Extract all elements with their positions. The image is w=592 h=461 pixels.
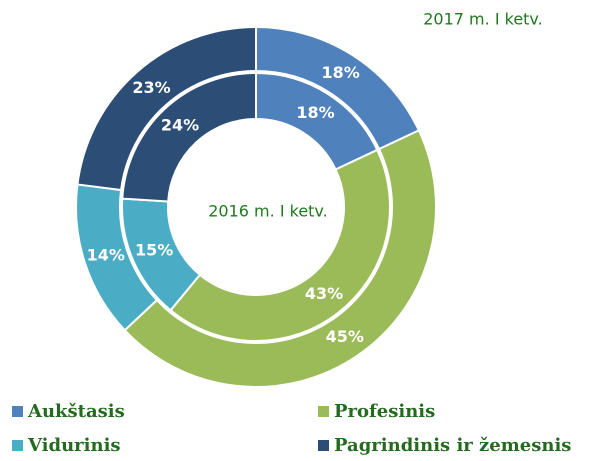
legend-swatch xyxy=(12,406,23,417)
data-label: 14% xyxy=(87,245,125,264)
legend-label: Aukštasis xyxy=(27,401,125,422)
legend-label: Pagrindinis ir žemesnis xyxy=(334,435,571,456)
donut-segment xyxy=(121,71,257,203)
outer-ring-name: 2017 m. I ketv. xyxy=(423,10,543,29)
data-label: 45% xyxy=(326,327,364,346)
donut-segment xyxy=(169,148,391,342)
donut-segment xyxy=(76,25,257,192)
legend-swatch xyxy=(318,406,329,417)
data-label: 18% xyxy=(322,63,360,82)
data-label: 24% xyxy=(161,116,199,135)
data-label: 15% xyxy=(135,241,173,260)
inner-ring-name: 2016 m. I ketv. xyxy=(208,202,328,221)
legend-swatch xyxy=(318,440,329,451)
legend-label: Vidurinis xyxy=(27,435,121,456)
legend-label: Profesinis xyxy=(334,401,435,422)
donut-segment xyxy=(123,129,437,388)
data-label: 43% xyxy=(305,284,343,303)
legend-swatch xyxy=(12,440,23,451)
data-label: 23% xyxy=(132,78,170,97)
data-label: 18% xyxy=(296,103,334,122)
